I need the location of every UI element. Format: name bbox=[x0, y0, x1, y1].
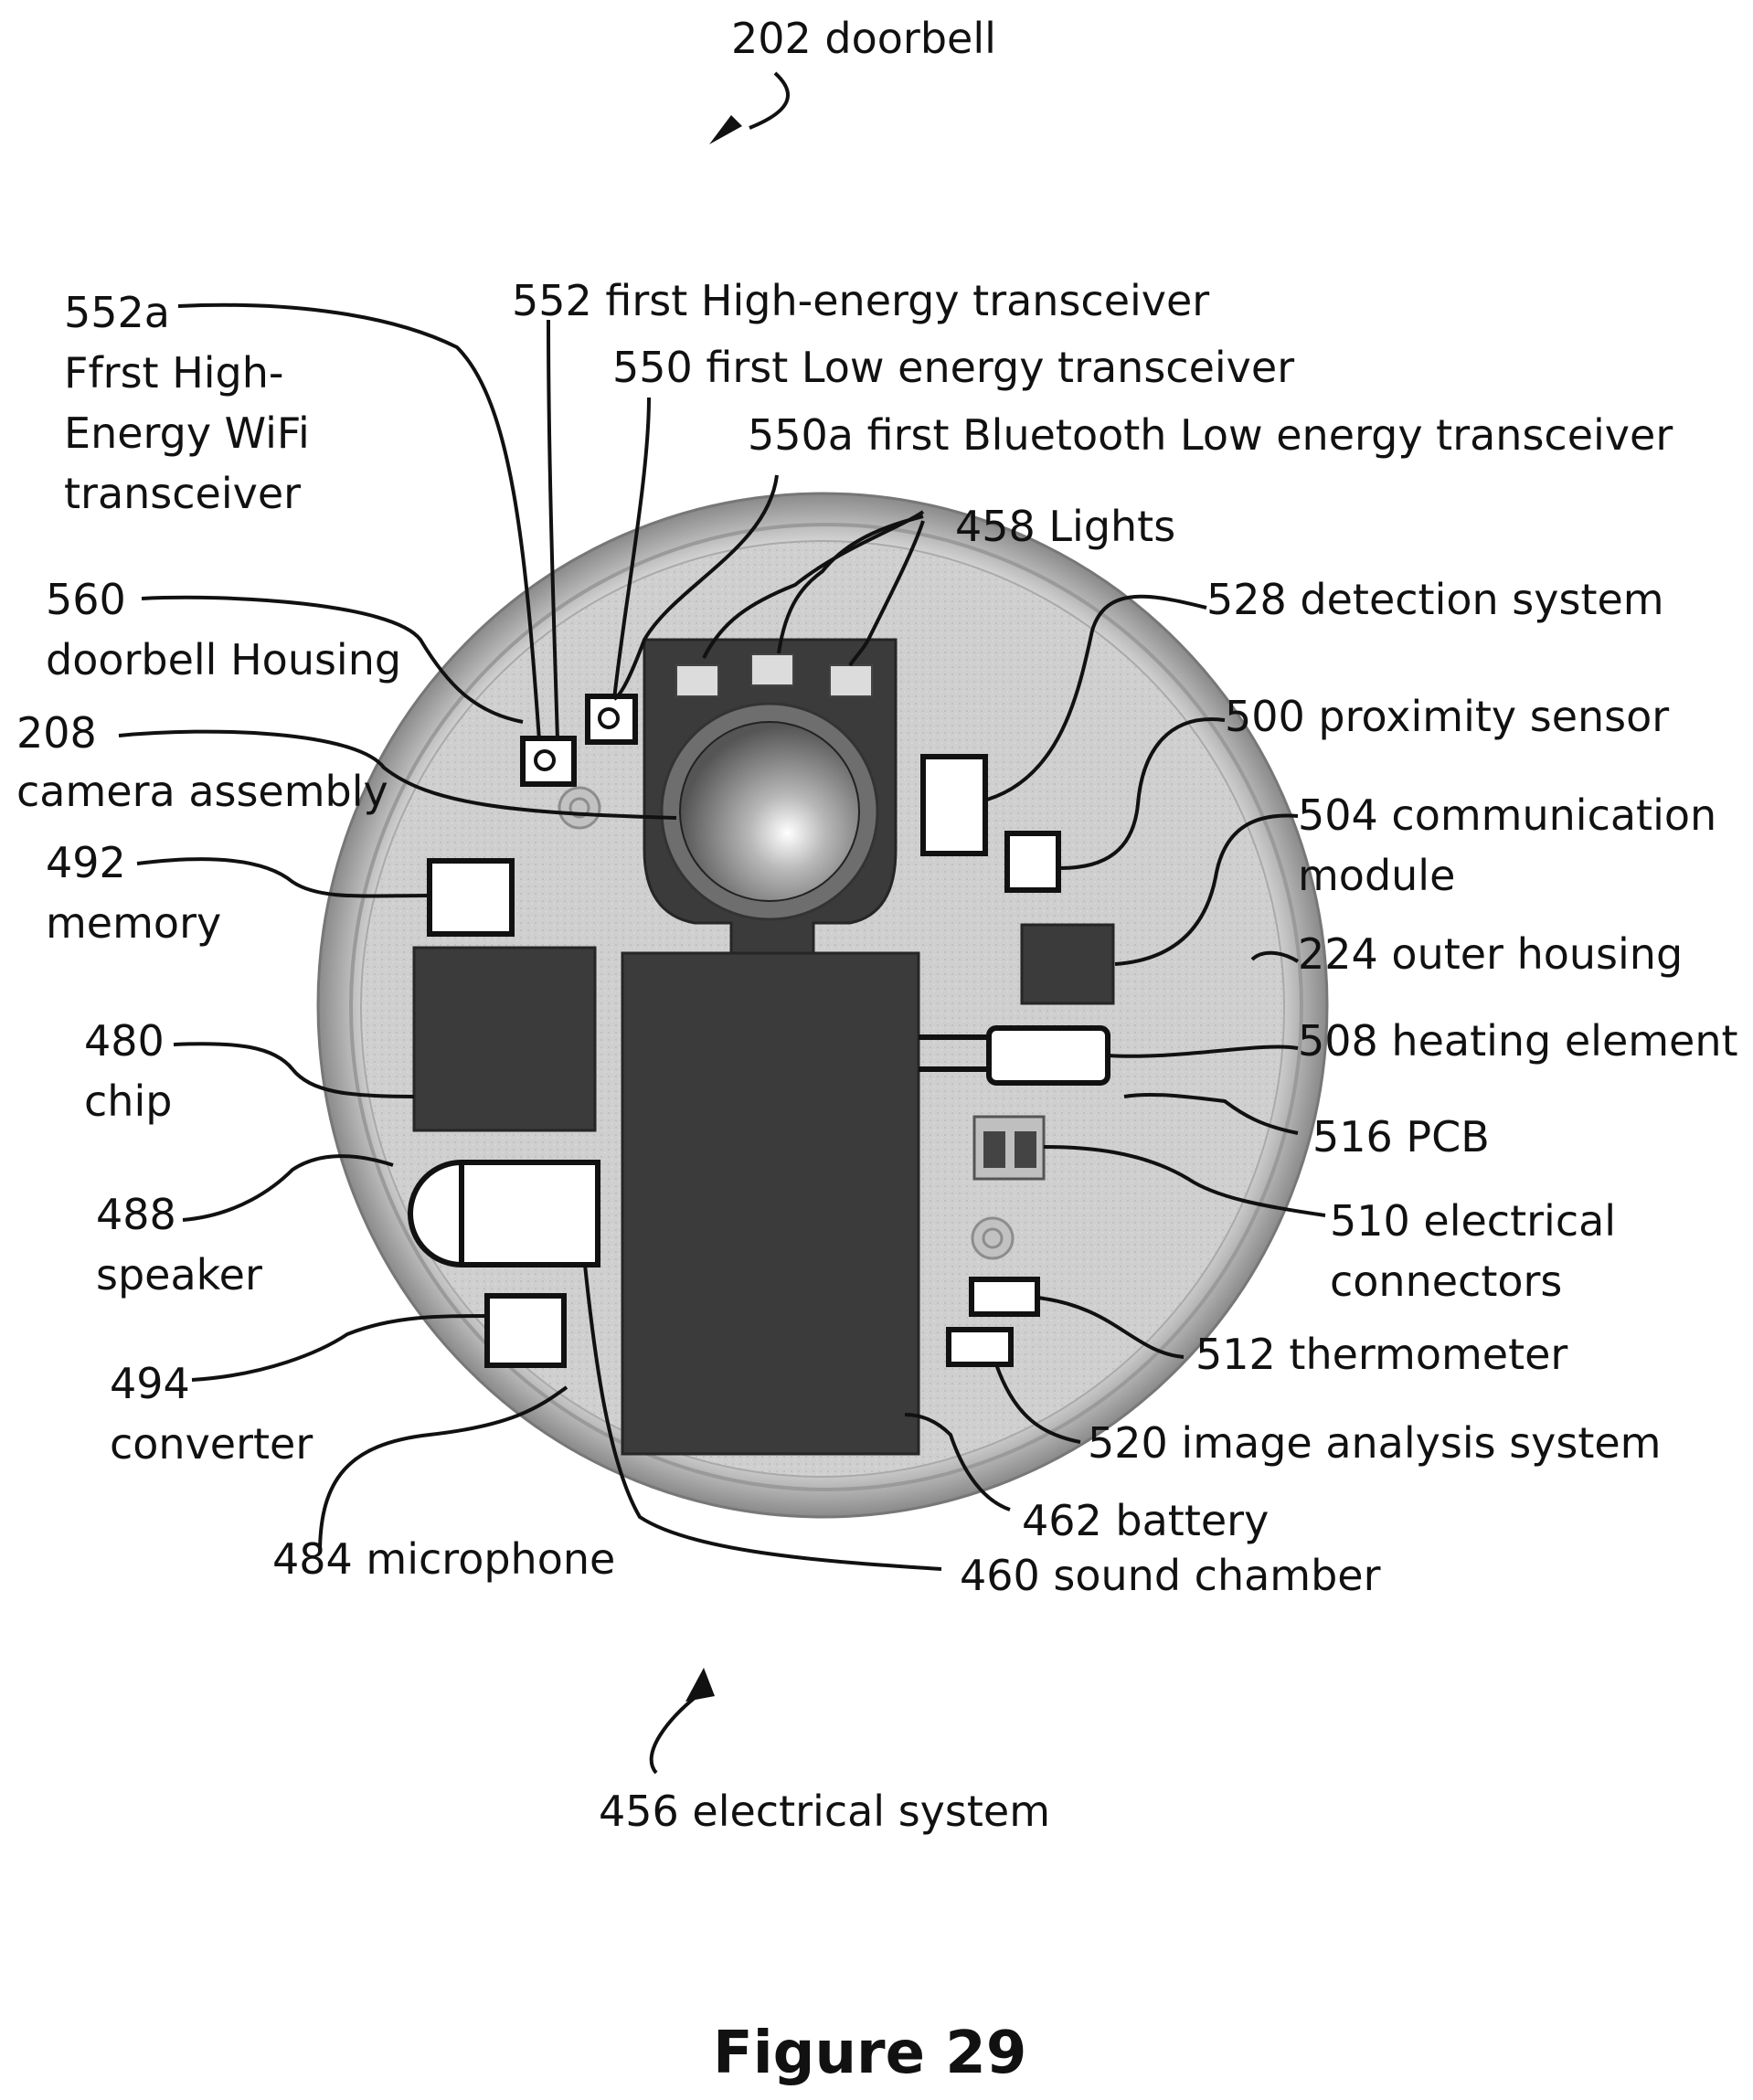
label-520-image-analysis-system: 520 image analysis system bbox=[1088, 1418, 1662, 1468]
battery-462 bbox=[622, 953, 919, 1454]
figure-caption: Figure 29 bbox=[713, 2020, 1026, 2087]
communication-module-504 bbox=[1022, 925, 1113, 1003]
label-504-communication-module: 504 communication module bbox=[1298, 790, 1730, 900]
converter-494 bbox=[487, 1296, 564, 1365]
memory-492 bbox=[430, 861, 512, 934]
camera-lens bbox=[680, 722, 859, 901]
chip-480 bbox=[414, 948, 595, 1130]
bottom-arrow-head bbox=[685, 1668, 715, 1702]
label-208-camera-assembly: 208 camera assembly bbox=[16, 708, 388, 816]
label-494-converter: 494 converter bbox=[110, 1359, 313, 1469]
top-arrow-head bbox=[709, 115, 742, 144]
label-508-heating-element: 508 heating element bbox=[1298, 1016, 1738, 1066]
label-484-microphone: 484 microphone bbox=[272, 1534, 615, 1584]
heating-element-508 bbox=[989, 1028, 1108, 1083]
label-552-high-energy-transceiver: 552 first High-energy transceiver bbox=[512, 276, 1209, 325]
ble-transceiver-550a bbox=[588, 696, 635, 742]
label-500-proximity-sensor: 500 proximity sensor bbox=[1225, 692, 1669, 741]
light-middle bbox=[751, 654, 793, 685]
electrical-connector-left bbox=[983, 1131, 1005, 1168]
label-550a-ble-transceiver: 550a first Bluetooth Low energy transcei… bbox=[748, 410, 1673, 460]
label-516-pcb: 516 PCB bbox=[1312, 1112, 1490, 1161]
label-456-electrical-system: 456 electrical system bbox=[599, 1787, 1050, 1836]
label-202-doorbell: 202 doorbell bbox=[731, 14, 996, 63]
light-right bbox=[830, 665, 872, 696]
light-left bbox=[676, 665, 718, 696]
detection-system-528 bbox=[923, 757, 985, 854]
label-512-thermometer: 512 thermometer bbox=[1195, 1330, 1567, 1379]
label-552a: 552a Ffrst High- Energy WiFi transceiver bbox=[64, 288, 323, 518]
label-550-low-energy-transceiver: 550 first Low energy transceiver bbox=[612, 343, 1294, 392]
label-462-battery: 462 battery bbox=[1022, 1496, 1269, 1545]
label-528-detection-system: 528 detection system bbox=[1206, 575, 1664, 624]
electrical-connector-right bbox=[1015, 1131, 1036, 1168]
label-492-memory: 492 memory bbox=[46, 838, 221, 948]
label-458-lights: 458 Lights bbox=[955, 502, 1175, 551]
speaker-488 bbox=[410, 1162, 598, 1265]
image-analysis-system-520 bbox=[949, 1330, 1011, 1364]
label-560-doorbell-housing: 560 doorbell Housing bbox=[46, 575, 401, 684]
mounting-screw-top bbox=[559, 788, 600, 828]
thermometer-512 bbox=[972, 1279, 1037, 1314]
label-480-chip: 480 chip bbox=[84, 1016, 177, 1126]
label-460-sound-chamber: 460 sound chamber bbox=[960, 1551, 1381, 1600]
label-224-outer-housing: 224 outer housing bbox=[1298, 929, 1683, 979]
mounting-screw-bottom bbox=[972, 1218, 1013, 1258]
label-510-electrical-connectors: 510 electrical connectors bbox=[1330, 1196, 1630, 1306]
proximity-sensor-500 bbox=[1007, 833, 1058, 890]
wifi-transceiver-552a bbox=[523, 738, 574, 784]
